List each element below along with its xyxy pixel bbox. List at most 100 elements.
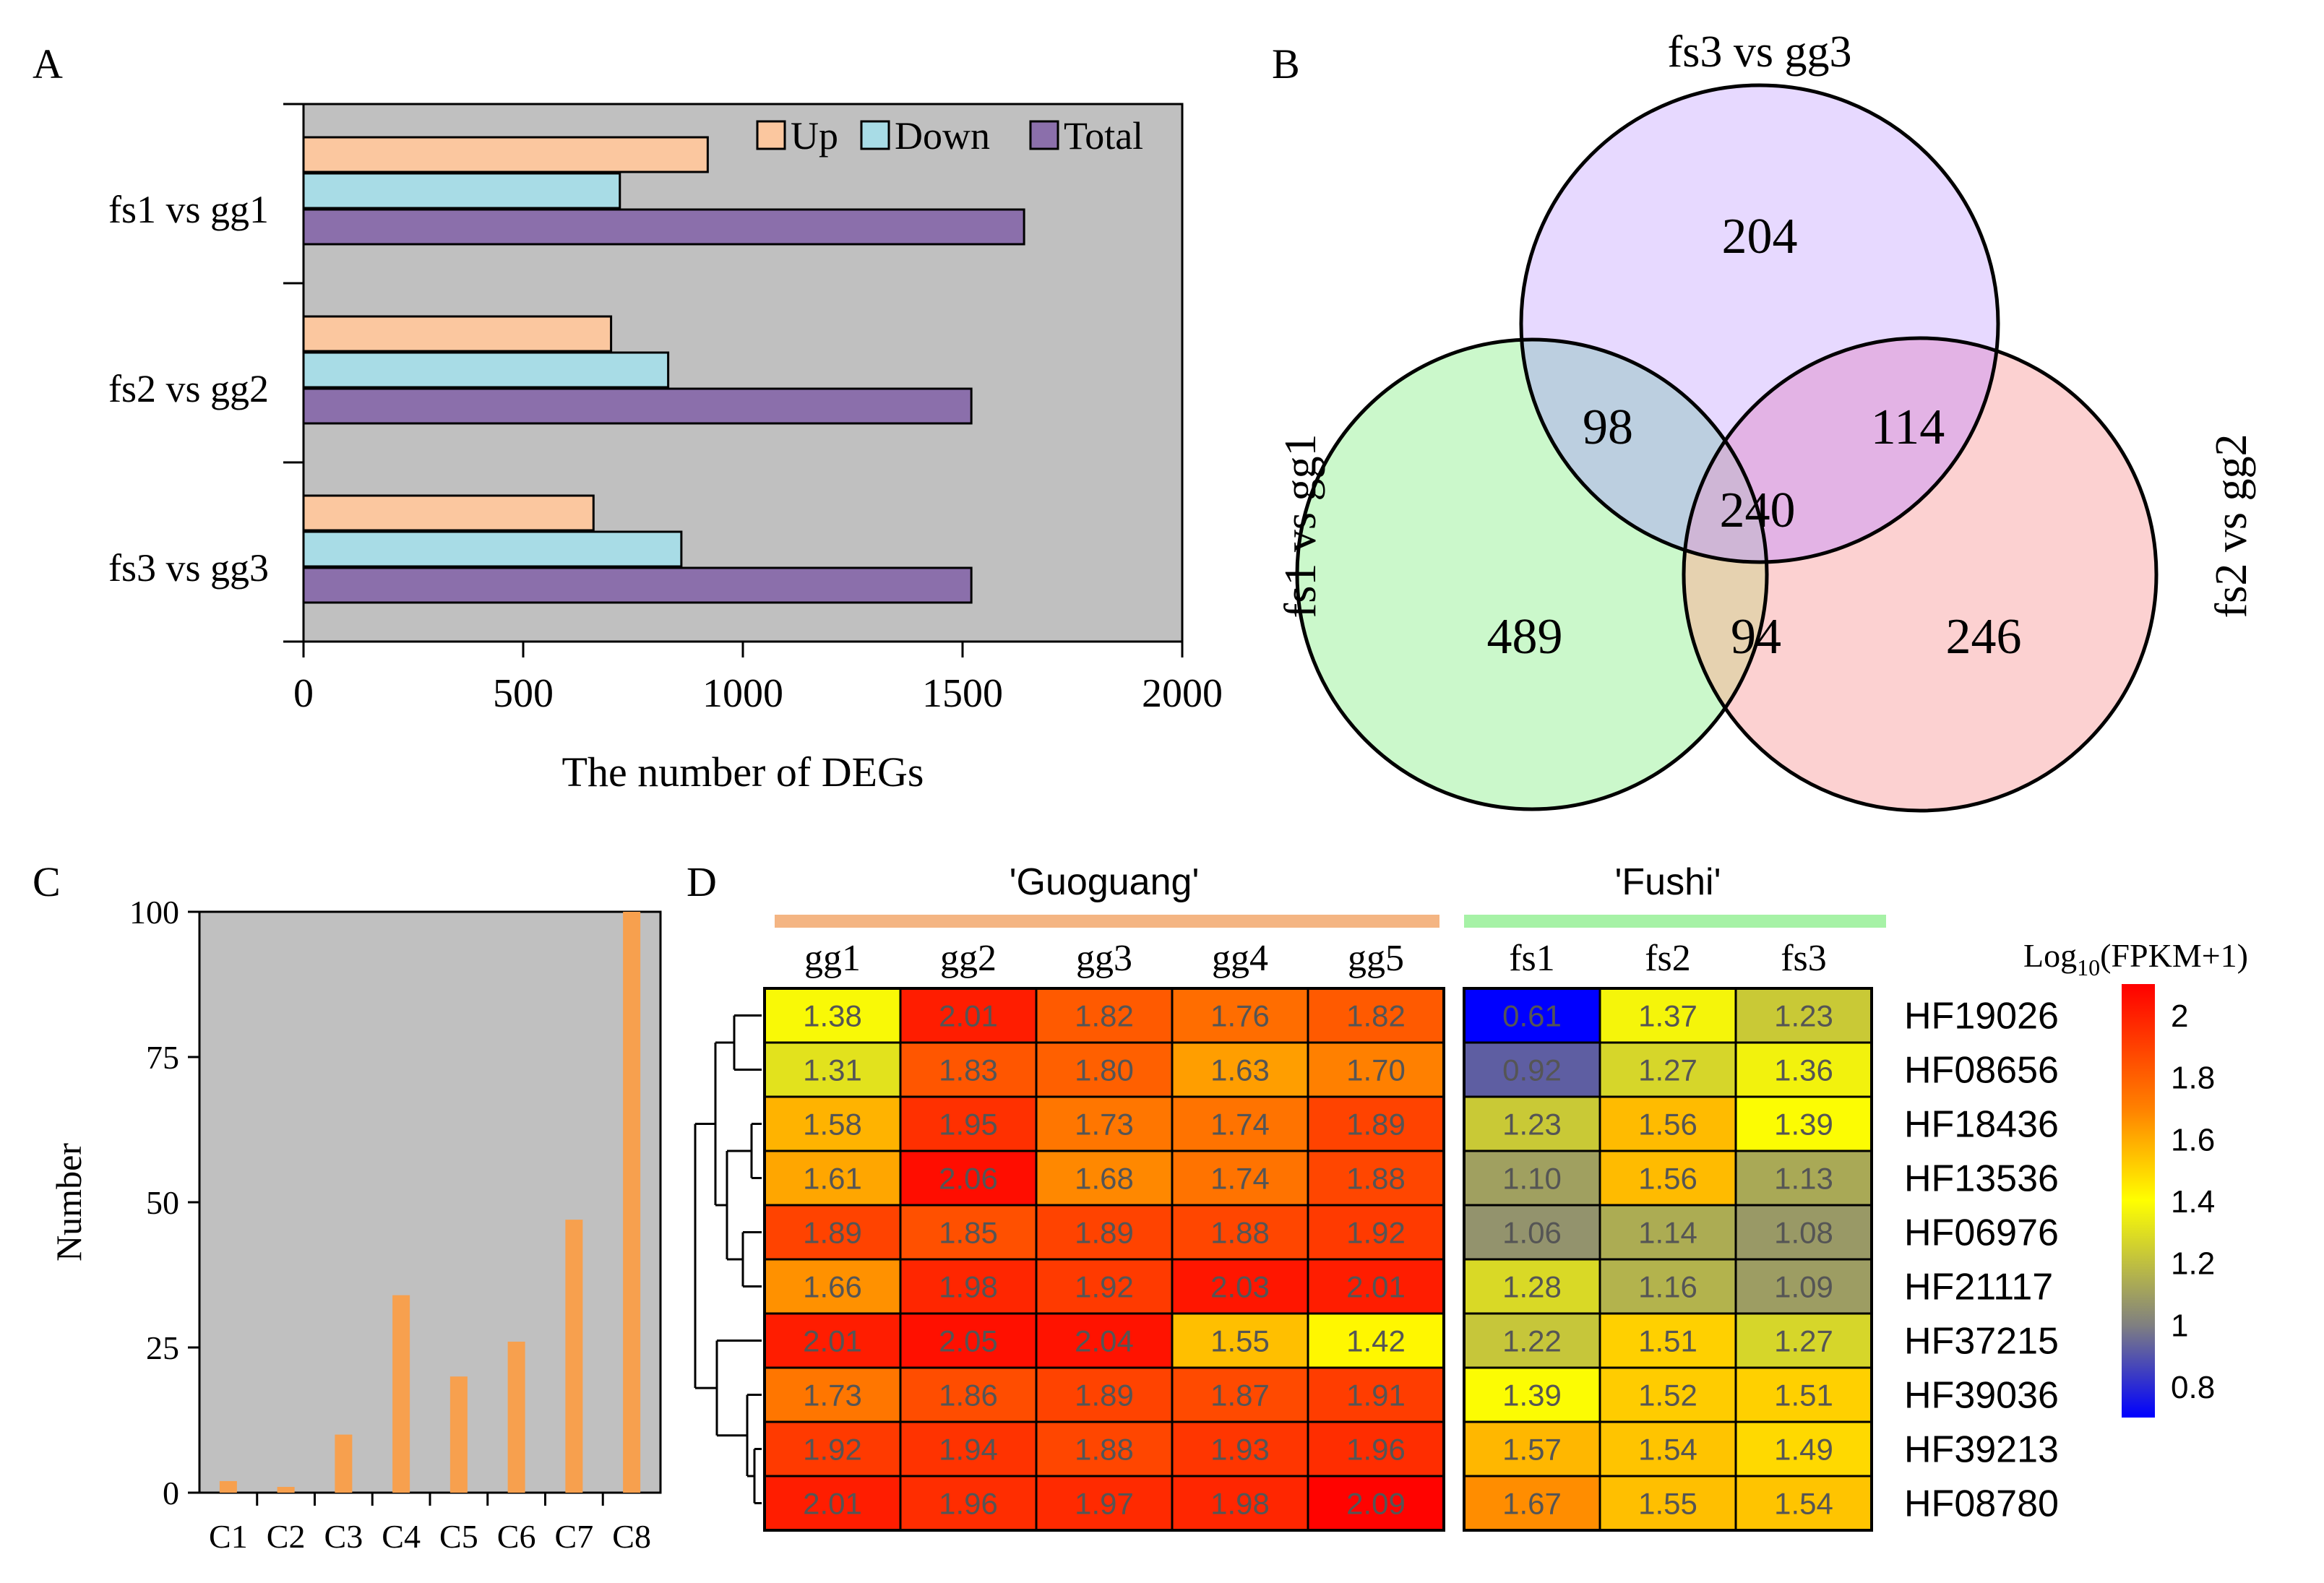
heatmap-cell-value: 1.91 [1346,1379,1406,1412]
venn-count-fs1-fs2: 94 [1731,609,1781,665]
heatmap-cell-value: 2.01 [939,999,998,1033]
heatmap-cell [1307,1420,1445,1478]
heatmap-cell-value: 1.23 [1502,1108,1562,1142]
heatmap-cell-value: 1.67 [1502,1487,1562,1521]
bar-c3 [335,1434,353,1493]
column-label: gg3 [1076,938,1132,979]
bar-down-3 [302,530,683,568]
heatmap-cell-value: 1.27 [1638,1053,1697,1087]
heatmap-cell-value: 1.92 [803,1433,862,1467]
y-tick-label: 100 [129,894,179,931]
colorbar-tick-label: 1.6 [2171,1122,2215,1157]
heatmap-cell [1598,1258,1737,1315]
column-label: gg1 [804,938,861,979]
heatmap-cell-value: 1.38 [803,999,862,1033]
heatmap-cell [899,1420,1038,1478]
bar-up-1 [302,136,709,173]
x-tick-label: C7 [555,1518,594,1555]
colorbar-tick-label: 1.2 [2171,1246,2215,1282]
heatmap-cell-value: 2.01 [803,1487,862,1521]
heatmap-cell-value: 1.92 [1346,1216,1406,1250]
row-label: HF06976 [1904,1212,2059,1254]
panel-c-bar-chart: C1 C2 C3 C4 C5 C6 C7 C8 0 25 50 75 100 Number [48,894,662,1555]
heatmap-cell-value: 1.23 [1774,999,1833,1033]
venn-count-only-fs3: 204 [1722,209,1798,264]
heatmap-cell [1307,1258,1445,1315]
heatmap-cell-value: 1.61 [803,1162,862,1196]
heatmap-cell-value: 1.73 [1075,1108,1134,1142]
heatmap-cell-value: 1.94 [939,1433,998,1467]
heatmap-cell-value: 1.88 [1075,1433,1134,1467]
y-tick-label: 25 [146,1329,179,1366]
heatmap-cell-value: 1.97 [1075,1487,1134,1521]
legend-label-up: Up [791,114,838,158]
row-label: HF08656 [1904,1050,2059,1092]
heatmap-cell [899,1366,1038,1423]
heatmap-cell-value: 1.92 [1075,1270,1134,1304]
x-tick-label: C6 [497,1518,536,1555]
row-label: HF13536 [1904,1158,2059,1200]
heatmap-cell [1035,987,1174,1044]
heatmap-cell-value: 2.05 [939,1324,998,1358]
heatmap-cell [1171,1041,1309,1098]
heatmap-cell [763,1258,902,1315]
category-label: fs1 vs gg1 [108,188,269,231]
group-label-fushi: 'Fushi' [1614,861,1721,903]
heatmap-cell-value: 1.70 [1346,1053,1406,1087]
venn-count-all: 240 [1720,483,1796,538]
venn-overlap [1684,338,1998,562]
panel-b-venn-diagram: 489 204 246 98 114 94 240 fs3 vs gg3 fs1 vs gg1 f… [1276,27,2256,813]
y-tick-label: 75 [146,1039,179,1076]
heatmap-cell-value: 1.74 [1210,1108,1270,1142]
category-label: fs3 vs gg3 [108,546,269,590]
heatmap-cell-value: 0.92 [1502,1053,1562,1087]
heatmap-cell [1171,1095,1309,1152]
row-label: HF37215 [1904,1321,2059,1363]
venn-set-label-fs2: fs2 vs gg2 [2207,434,2256,618]
colorbar-tick-label: 1.4 [2171,1184,2215,1220]
y-axis-title: Number [48,1143,89,1261]
heatmap-cell [899,1095,1038,1152]
heatmap-cell [1598,1204,1737,1261]
heatmap-cell-value: 1.68 [1075,1162,1134,1196]
bar-up-3 [302,494,595,532]
heatmap-cell-value: 1.54 [1774,1487,1833,1521]
venn-overlap-fill [1684,338,1998,562]
heatmap-cell-value: 1.58 [803,1108,862,1142]
heatmap-cell-value: 1.82 [1346,999,1406,1033]
plot-area [198,910,662,1494]
heatmap-cell-value: 1.06 [1502,1216,1562,1250]
heatmap-cell-value: 1.86 [939,1379,998,1412]
y-tick-label: 0 [163,1475,179,1511]
bar-c5 [449,1376,468,1493]
heatmap-cell-value: 1.80 [1075,1053,1134,1087]
heatmap-cell-value: 2.01 [803,1324,862,1358]
heatmap-cell-value: 1.27 [1774,1324,1833,1358]
column-label: fs1 [1509,938,1555,979]
heatmap-cell-value: 1.83 [939,1053,998,1087]
heatmap-cell-value: 1.14 [1638,1216,1697,1250]
venn-count-only-fs1: 489 [1487,609,1563,665]
row-label: HF21117 [1904,1267,2053,1308]
x-tick-label: C5 [439,1518,478,1555]
column-label: fs3 [1781,938,1827,979]
heatmap-cell-value: 1.55 [1210,1324,1270,1358]
legend-swatch-down [860,120,890,150]
heatmap-cell-value: 1.22 [1502,1324,1562,1358]
x-tick-label: 500 [493,671,554,716]
heatmap-cell [1171,1366,1309,1423]
x-tick-label: C4 [382,1518,421,1555]
block-outline-fushi [1463,987,1873,1532]
heatmap-cell-value: 1.89 [1346,1108,1406,1142]
heatmap-cell [899,1149,1038,1207]
heatmap-cell-value: 1.36 [1774,1053,1833,1087]
heatmap-cell-value: 1.13 [1774,1162,1833,1196]
bar-up-2 [302,315,613,353]
x-axis-title: The number of DEGs [562,749,924,795]
x-tick-label: 1000 [702,671,783,716]
heatmap-cell-value: 1.98 [1210,1487,1270,1521]
heatmap-cell [1734,1095,1873,1152]
heatmap-cell-value: 1.89 [803,1216,862,1250]
panel-a-bar-chart: fs1 vs gg1 fs2 vs gg2 fs3 vs gg3 0 500 1000 15… [108,103,1223,795]
